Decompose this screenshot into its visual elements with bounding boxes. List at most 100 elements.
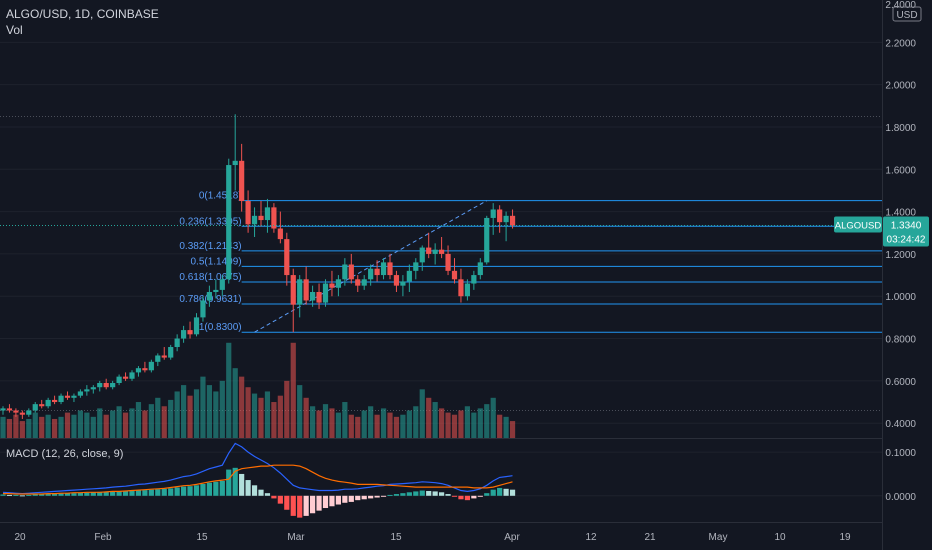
candle-body <box>142 368 148 371</box>
macd-histogram-bar <box>464 495 470 501</box>
symbol-title[interactable]: ALGO/USD, 1D, COINBASE <box>6 7 159 21</box>
macd-histogram-bar <box>426 490 432 496</box>
macd-histogram-bar <box>251 485 258 496</box>
macd-histogram-bar <box>297 495 303 518</box>
fib-level-label: 0(1.4518) <box>199 191 242 202</box>
macd-histogram-bar <box>181 486 187 496</box>
macd-histogram-bar <box>258 489 264 496</box>
volume-bar <box>503 416 509 438</box>
macd-histogram-bar <box>174 487 180 496</box>
volume-bar <box>64 412 71 438</box>
candle-body <box>310 292 316 301</box>
price-candles[interactable] <box>0 114 882 419</box>
candle-body <box>245 201 251 225</box>
time-tick-label: Mar <box>287 532 305 543</box>
volume-bar <box>19 421 25 438</box>
volume-indicator-label[interactable]: Vol <box>6 23 23 37</box>
macd-histogram-bar <box>26 494 32 496</box>
candle-body <box>90 387 96 390</box>
candle-body <box>206 292 212 301</box>
macd-histogram-bar <box>161 488 167 496</box>
volume-bar <box>161 406 167 438</box>
volume-bar <box>335 412 341 438</box>
price-tick-label: 2.4000 <box>885 0 916 11</box>
time-tick-label: 15 <box>390 532 402 543</box>
candle-body <box>45 399 51 407</box>
macd-histogram-bar <box>103 491 109 496</box>
volume-bar <box>26 418 32 438</box>
candle-body <box>497 209 503 223</box>
volume-bar <box>374 414 380 438</box>
currency-label: USD <box>896 10 917 21</box>
currency-box <box>892 6 922 22</box>
candle-body <box>303 279 309 301</box>
volume-bar <box>122 412 129 438</box>
candle-body <box>419 247 425 263</box>
macd-histogram-bar <box>342 495 348 503</box>
candle-body <box>322 283 329 303</box>
macd-histogram-bar <box>439 492 445 496</box>
price-badge <box>883 216 929 247</box>
volume-bar <box>303 397 309 438</box>
volume-bar <box>458 410 464 438</box>
volume-bar <box>97 408 103 438</box>
macd-indicator-label[interactable]: MACD (12, 26, close, 9) <box>6 448 124 460</box>
candle-body <box>6 408 13 411</box>
macd-histogram-bar <box>329 495 335 507</box>
candle-body <box>451 270 458 280</box>
volume-bar <box>219 380 225 438</box>
price-tick-label: 1.8000 <box>885 123 916 134</box>
candle-body <box>387 262 393 276</box>
candle-body <box>174 338 180 348</box>
candle-body <box>251 215 258 225</box>
macd-histogram-bar <box>503 488 509 496</box>
macd-histogram-bar <box>116 490 122 496</box>
macd-histogram-bar <box>39 494 45 496</box>
candle-body <box>509 215 516 226</box>
candle-body <box>368 268 374 280</box>
candle-body <box>464 283 470 297</box>
macd-histogram-bar <box>490 489 496 496</box>
macd-histogram-bar <box>277 495 283 504</box>
last-price-badge: ALGOUSD 1.3340 03:24:42 <box>834 216 929 247</box>
macd-histogram-bar <box>6 494 13 496</box>
macd-histogram-bar <box>52 493 58 496</box>
volume-bar <box>187 395 193 438</box>
macd-histogram-bar <box>290 495 296 516</box>
price-tick-label: 1.2000 <box>885 250 916 261</box>
volume-bar <box>148 404 154 438</box>
volume-bar <box>13 414 19 438</box>
macd-signal-line <box>3 464 513 495</box>
macd-histogram-bar <box>45 494 51 496</box>
volume-bar <box>110 410 116 438</box>
macd-histogram-bar <box>13 494 19 496</box>
time-tick-label: 20 <box>14 532 26 543</box>
macd-histogram-bar <box>226 469 232 496</box>
time-tick-label: Feb <box>94 532 112 543</box>
volume-bar <box>322 404 329 438</box>
macd-histogram-bar <box>413 491 419 496</box>
candle-body <box>432 249 438 254</box>
candle-body <box>342 264 348 280</box>
macd-pane[interactable] <box>0 442 882 523</box>
macd-histogram-bar <box>90 492 96 496</box>
macd-histogram-bar <box>219 480 225 496</box>
volume-bar <box>342 402 348 438</box>
volume-bar <box>77 410 83 438</box>
volume-bar <box>387 412 393 438</box>
candle-body <box>200 300 206 318</box>
macd-histogram-bar <box>213 481 219 496</box>
volume-bar <box>380 408 387 438</box>
macd-histogram-bar <box>122 490 129 496</box>
volume-bar <box>310 406 316 438</box>
macd-histogram-bar <box>509 489 516 496</box>
time-axis[interactable]: 20 Feb 15 Mar 15 Apr 12 21 May 10 19 <box>14 532 851 543</box>
candle-body <box>426 247 432 254</box>
candle-body <box>271 207 277 229</box>
candle-body <box>97 382 103 388</box>
price-axis[interactable]: 2.2000 2.0000 1.8000 1.6000 1.4000 1.2000 1.00… <box>882 0 922 550</box>
fib-level-label: 0.5(1.1409) <box>190 256 241 267</box>
volume-bar <box>477 408 483 438</box>
macd-histogram-bar <box>393 494 400 496</box>
